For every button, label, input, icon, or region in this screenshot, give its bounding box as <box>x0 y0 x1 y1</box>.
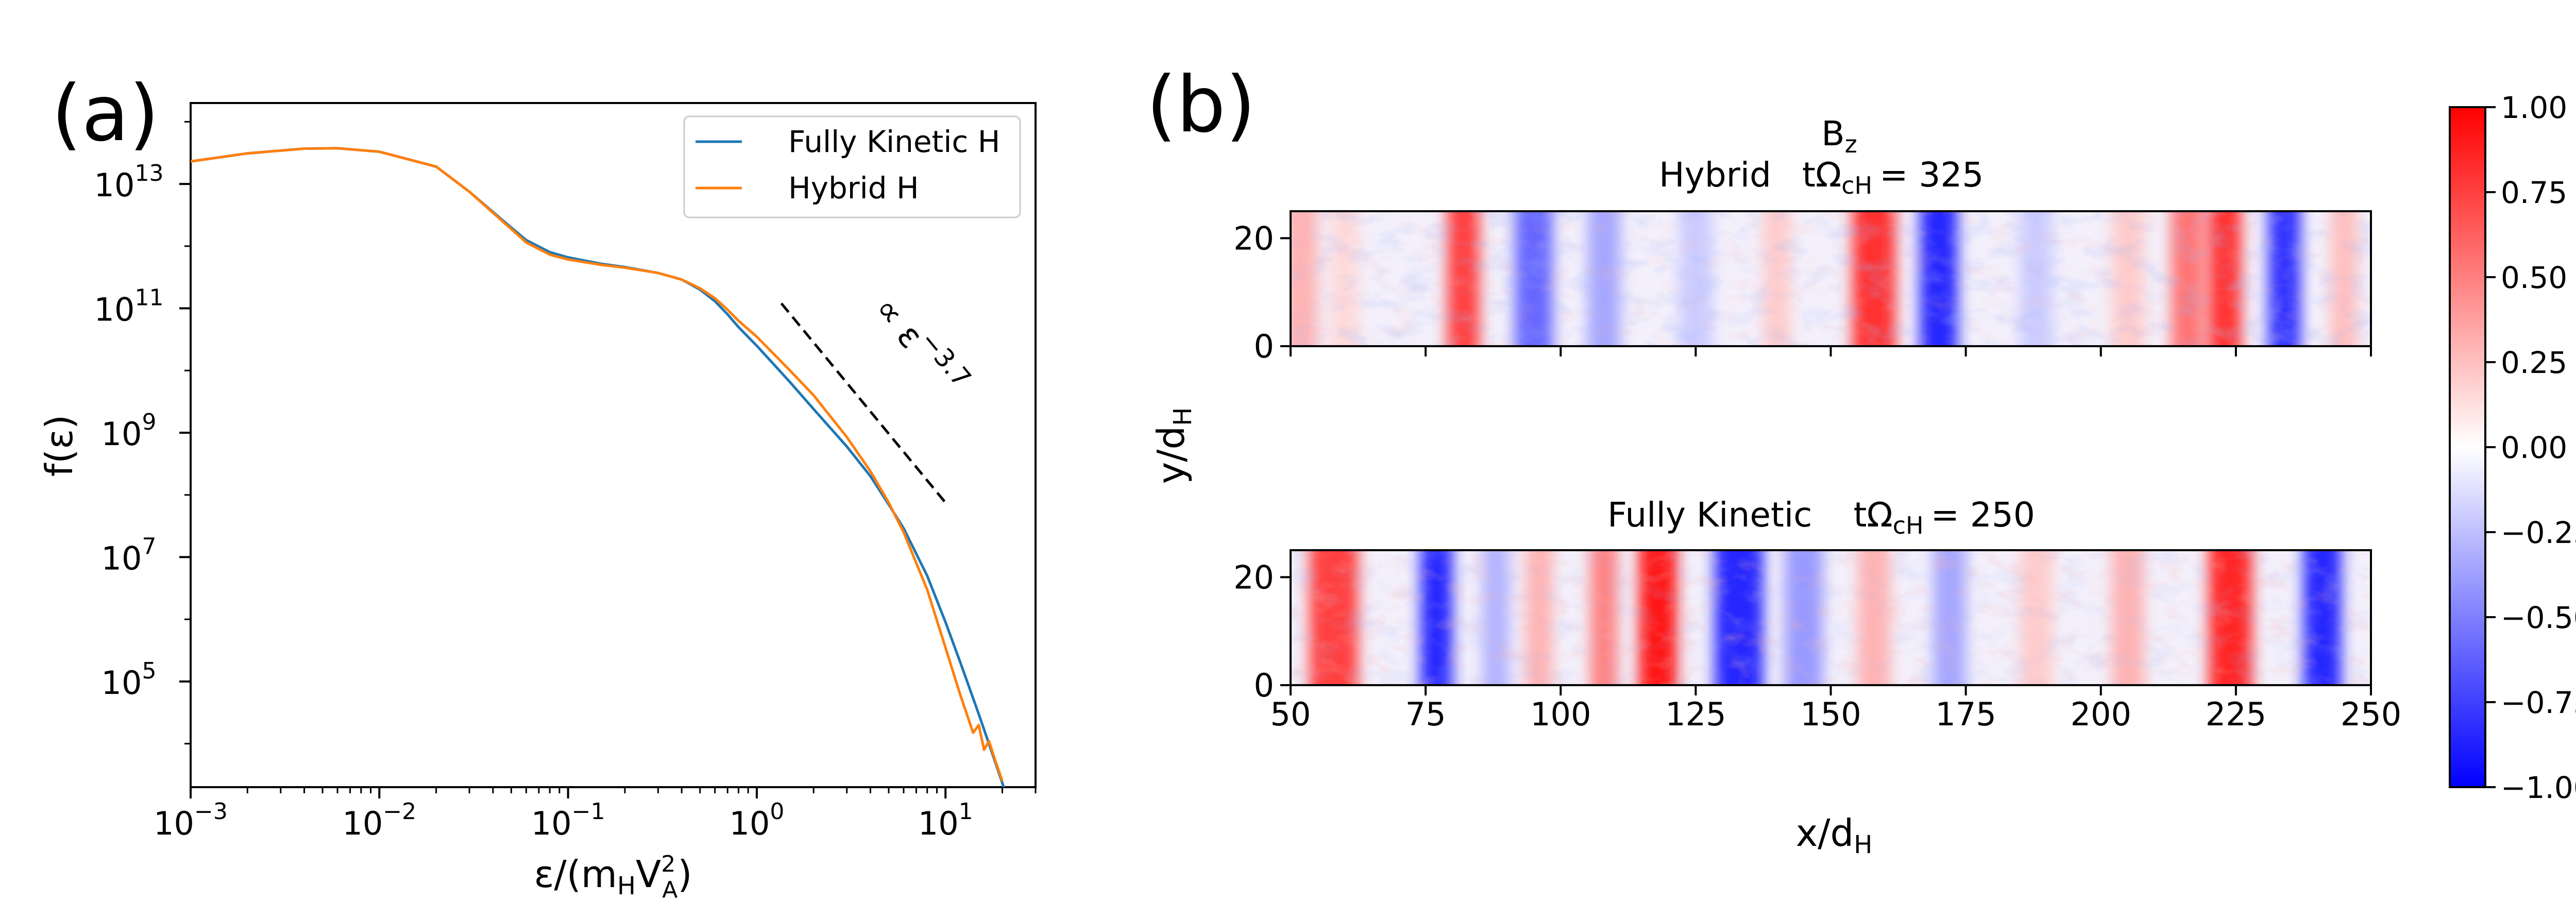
colorbar-tick-label: 0.75 <box>2501 175 2567 210</box>
x-axis-label-a-mid: V <box>636 853 661 896</box>
y-axis-label-b: y/dH <box>1149 407 1197 484</box>
heatmap-fully-kinetic <box>1290 549 2372 686</box>
x-axis-label-a: ε/(mHV2 A) <box>534 851 692 903</box>
x-axis-label-a-sup: 2 <box>661 851 675 877</box>
kinetic-title-value: = 250 <box>1931 495 2035 535</box>
colorbar-tick-label: 0.50 <box>2501 260 2567 295</box>
y-tick-label-b: 0 <box>1254 667 1274 704</box>
series-line-fully-kinetic <box>191 147 1005 787</box>
x-tick-label-b: 200 <box>2071 695 2131 733</box>
x-axis-label-b-main: x/d <box>1796 811 1854 855</box>
power-law-label: ∝ ε−3.7 <box>867 284 977 404</box>
y-axis-label-b-sub: H <box>1168 407 1197 426</box>
x-axis-label-b: x/dH <box>1796 811 1873 859</box>
x-tick-label-b: 175 <box>1935 695 1996 733</box>
x-axis-label-a-close: ) <box>677 853 692 896</box>
x-tick-label-b: 225 <box>2206 695 2266 733</box>
x-tick-label-b: 75 <box>1405 695 1446 733</box>
turbulence-texture <box>1291 211 2371 346</box>
x-tick-label-b: 150 <box>1800 695 1861 733</box>
energy-spectrum-chart: 10−3 10−2 10−1 100 101 105 107 109 1011 1013 ∝ ε−… <box>38 102 1037 903</box>
bz-field-maps: Bz Hybrid tΩcH = 325 Fully Kinetic tΩcH = 25… <box>1149 90 2576 859</box>
x-axis-label-b-sub: H <box>1854 830 1872 859</box>
x-axis-label-a-sub: H <box>617 872 636 900</box>
power-law-guide-line <box>780 302 947 504</box>
colorbar-tick-label: −1.00 <box>2501 770 2576 805</box>
y-tick-label-b: 0 <box>1254 328 1274 365</box>
x-tick-label-b: 50 <box>1270 695 1311 733</box>
y-axis-label-a: f(ε) <box>38 415 81 477</box>
hybrid-title-time: tΩ <box>1802 155 1841 195</box>
legend: Fully Kinetic H Hybrid H <box>683 115 1021 218</box>
y-axis-label-b-main: y/d <box>1149 426 1193 484</box>
x-tick-label-b: 100 <box>1530 695 1591 733</box>
colorbar-tick-label: −0.50 <box>2501 600 2576 635</box>
heatmap-hybrid <box>1290 210 2372 347</box>
plot-a-frame <box>190 102 1037 788</box>
legend-label-fully-kinetic: Fully Kinetic H <box>788 124 1000 159</box>
colorbar <box>2449 106 2486 788</box>
turbulence-texture <box>1291 550 2371 685</box>
kinetic-title-name: Fully Kinetic <box>1607 495 1812 535</box>
hybrid-title-time-sub: cH <box>1841 172 1872 199</box>
y-tick-label: 107 <box>101 533 157 577</box>
colorbar-tick-label: 0.00 <box>2501 430 2567 465</box>
legend-label-hybrid: Hybrid H <box>788 171 919 206</box>
y-tick-label: 1013 <box>94 160 164 204</box>
x-axis-label-a-main: ε/(m <box>534 853 617 896</box>
field-title-main: B <box>1821 114 1844 154</box>
series-line-hybrid <box>191 147 1004 782</box>
x-tick-label-b: 125 <box>1665 695 1726 733</box>
colorbar-tick-label: 1.00 <box>2501 90 2567 125</box>
x-tick-label: 101 <box>918 798 973 842</box>
x-tick-label: 10−3 <box>154 798 228 842</box>
panel-a-label: (a) <box>52 69 159 159</box>
y-tick-label: 1011 <box>94 285 164 329</box>
x-tick-label: 10−1 <box>531 798 605 842</box>
hybrid-title: Hybrid tΩcH = 325 <box>1659 155 1984 199</box>
panel-b-label: (b) <box>1146 60 1256 150</box>
hybrid-title-value: = 325 <box>1879 155 1984 195</box>
y-tick-label: 109 <box>101 409 157 453</box>
y-tick-label-b: 20 <box>1233 558 1274 596</box>
y-tick-label-b: 20 <box>1233 219 1274 257</box>
x-axis-label-a-sub2: A <box>662 877 677 903</box>
colorbar-tick-label: 0.25 <box>2501 345 2567 380</box>
field-title: Bz <box>1821 114 1857 158</box>
field-title-sub: z <box>1845 130 1857 158</box>
colorbar-tick-label: −0.75 <box>2501 685 2576 720</box>
legend-box <box>683 115 1021 218</box>
hybrid-title-name: Hybrid <box>1659 155 1771 195</box>
x-tick-label: 100 <box>729 798 784 842</box>
kinetic-title: Fully Kinetic tΩcH = 250 <box>1607 495 2035 539</box>
x-tick-label: 10−2 <box>342 798 416 842</box>
kinetic-title-time: tΩ <box>1853 495 1892 535</box>
colorbar-tick-label: −0.25 <box>2501 515 2576 550</box>
y-tick-label: 105 <box>101 658 157 702</box>
x-tick-label-b: 250 <box>2341 695 2401 733</box>
kinetic-title-time-sub: cH <box>1893 512 1924 539</box>
